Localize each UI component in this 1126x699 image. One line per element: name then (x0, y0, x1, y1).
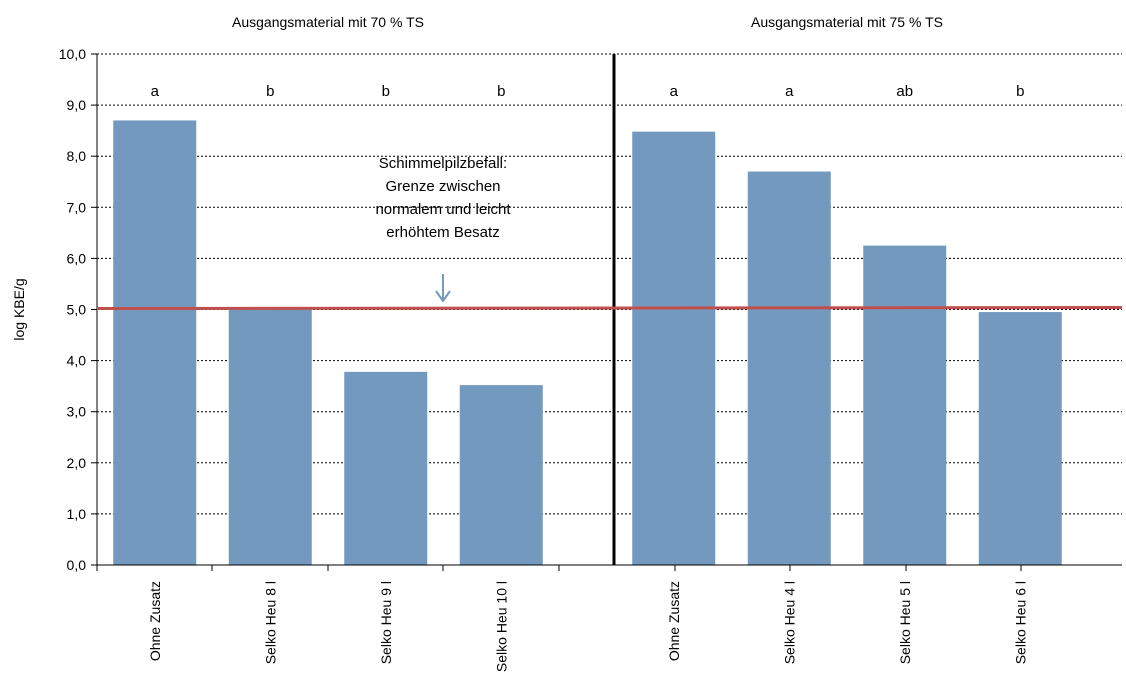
bar (632, 131, 716, 565)
bar (747, 171, 831, 565)
bar (978, 312, 1062, 565)
bar (228, 309, 312, 565)
threshold-line (96, 305, 1123, 310)
y-tick-label: 6,0 (67, 250, 87, 266)
y-tick-label: 8,0 (67, 148, 87, 164)
annotation-arrow-head (435, 290, 451, 302)
significance-label: a (151, 83, 160, 100)
y-tick-label: 3,0 (67, 404, 87, 420)
significance-label: a (670, 83, 679, 100)
category-label: Selko Heu 4 l (781, 581, 797, 664)
axes (91, 53, 1122, 571)
category-label: Selko Heu 9 l (378, 581, 394, 664)
y-tick-label: 2,0 (67, 455, 87, 471)
significance-label: a (785, 83, 794, 100)
threshold-annotation-line: normalem und leicht (375, 201, 511, 218)
y-tick-label: 5,0 (67, 302, 87, 318)
group-title: Ausgangsmaterial mit 70 % TS (232, 14, 424, 30)
bar (459, 385, 543, 565)
category-label: Selko Heu 10 l (493, 581, 509, 672)
bar (863, 245, 947, 565)
labels: 0,0 1,0 2,0 3,0 4,0 5,0 6,0 7,0 8,0 9,0 10,0 log KB… (11, 14, 1028, 672)
significance-label: ab (896, 83, 913, 100)
y-tick-label: 10,0 (59, 46, 86, 62)
y-axis-label: log KBE/g (11, 278, 27, 340)
y-tick-label: 0,0 (67, 557, 87, 573)
y-tick-label: 1,0 (67, 506, 87, 522)
bar (344, 371, 428, 565)
significance-label: b (382, 83, 390, 100)
threshold-annotation-line: Grenze zwischen (385, 178, 500, 195)
category-label: Selko Heu 5 l (897, 581, 913, 664)
bar (113, 120, 197, 566)
significance-label: b (497, 83, 505, 100)
y-tick-label: 4,0 (67, 353, 87, 369)
category-label: Selko Heu 6 l (1012, 581, 1028, 664)
gridlines (97, 53, 1122, 515)
threshold-overlay (96, 274, 1123, 310)
threshold-annotation-line: erhöhtem Besatz (386, 224, 499, 241)
threshold-annotation-line: Schimmelpilzbefall: (379, 155, 507, 172)
category-label: Selko Heu 8 l (262, 581, 278, 664)
significance-label: b (1016, 83, 1024, 100)
group-title: Ausgangsmaterial mit 75 % TS (751, 14, 943, 30)
significance-label: b (266, 83, 274, 100)
bars (113, 120, 1062, 566)
category-label: Ohne Zusatz (666, 581, 682, 661)
category-label: Ohne Zusatz (147, 581, 163, 661)
y-tick-label: 9,0 (67, 97, 87, 113)
y-tick-label: 7,0 (67, 199, 87, 215)
